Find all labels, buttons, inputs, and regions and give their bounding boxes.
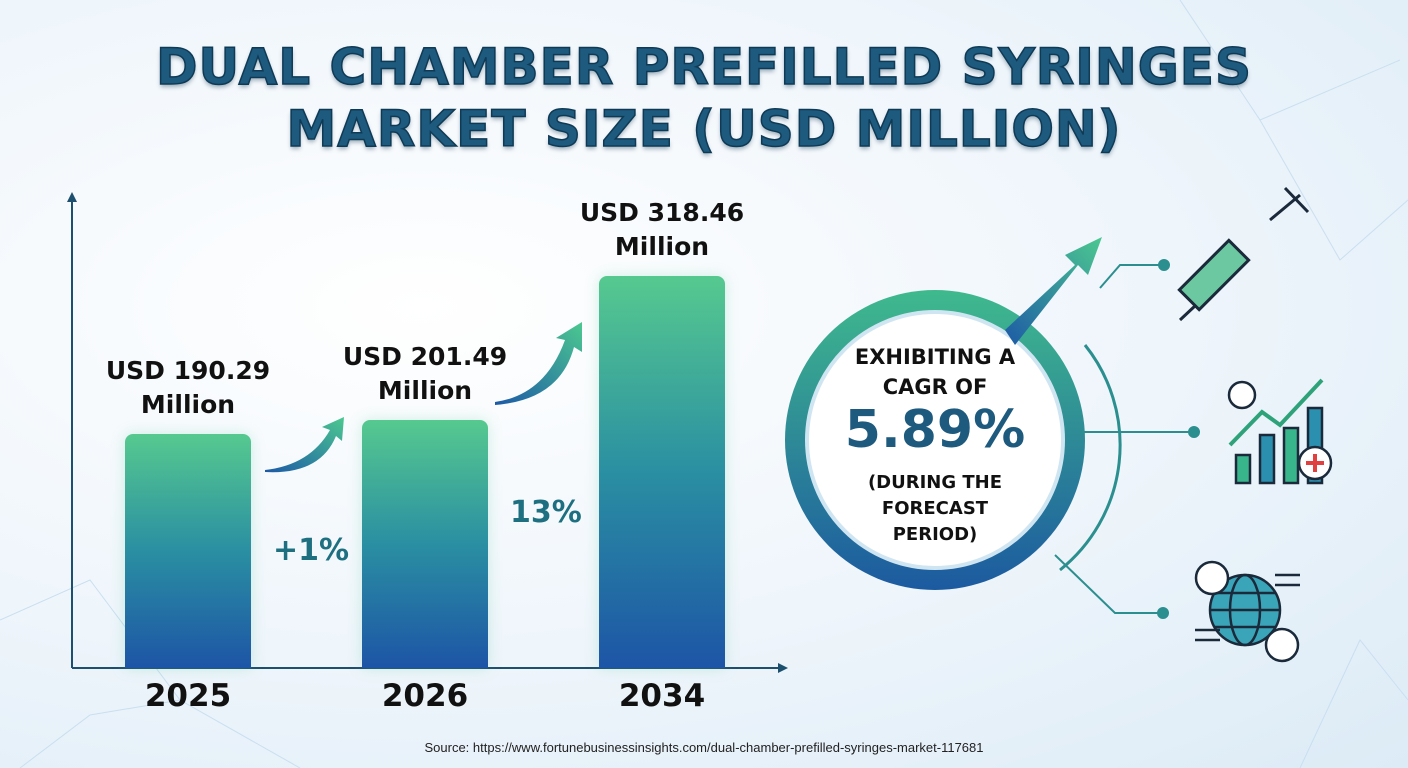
value-label: USD 318.46 Million <box>579 198 745 261</box>
growth-annotation: +1% <box>273 533 350 568</box>
growth-annotation: 13% <box>510 495 582 530</box>
y-arrow <box>67 192 77 202</box>
syringe-icon <box>1177 186 1310 322</box>
globe-icon <box>1194 560 1300 663</box>
source: Source: https://www.fortunebusinessinsig… <box>424 740 984 755</box>
finance-icon <box>1227 378 1333 485</box>
x-arrow <box>778 663 788 673</box>
value-label: USD 201.49 Million <box>342 341 508 405</box>
x-tick-label: 2025 <box>144 678 232 714</box>
cagr-disc <box>805 310 1065 570</box>
bar <box>362 419 488 668</box>
x-tick-label: 2034 <box>618 678 706 714</box>
bar <box>125 433 251 668</box>
cagr-note: (DURING THE FORECAST PERIOD) <box>867 472 1003 545</box>
growth-arrow <box>265 417 344 473</box>
bar <box>599 276 725 668</box>
chart-title: DUAL CHAMBER PREFILLED SYRINGES MARKET S… <box>155 37 1252 159</box>
connectors <box>1054 259 1200 619</box>
cagr-lead: EXHIBITING A CAGR OF <box>854 345 1016 399</box>
cagr-value: 5.89% <box>844 400 1026 460</box>
cagr-arrow <box>1005 237 1102 345</box>
value-label: USD 190.29 Million <box>105 355 271 419</box>
ring-arc <box>1059 344 1122 572</box>
growth-arrow <box>495 322 582 405</box>
x-tick-label: 2026 <box>381 678 469 714</box>
